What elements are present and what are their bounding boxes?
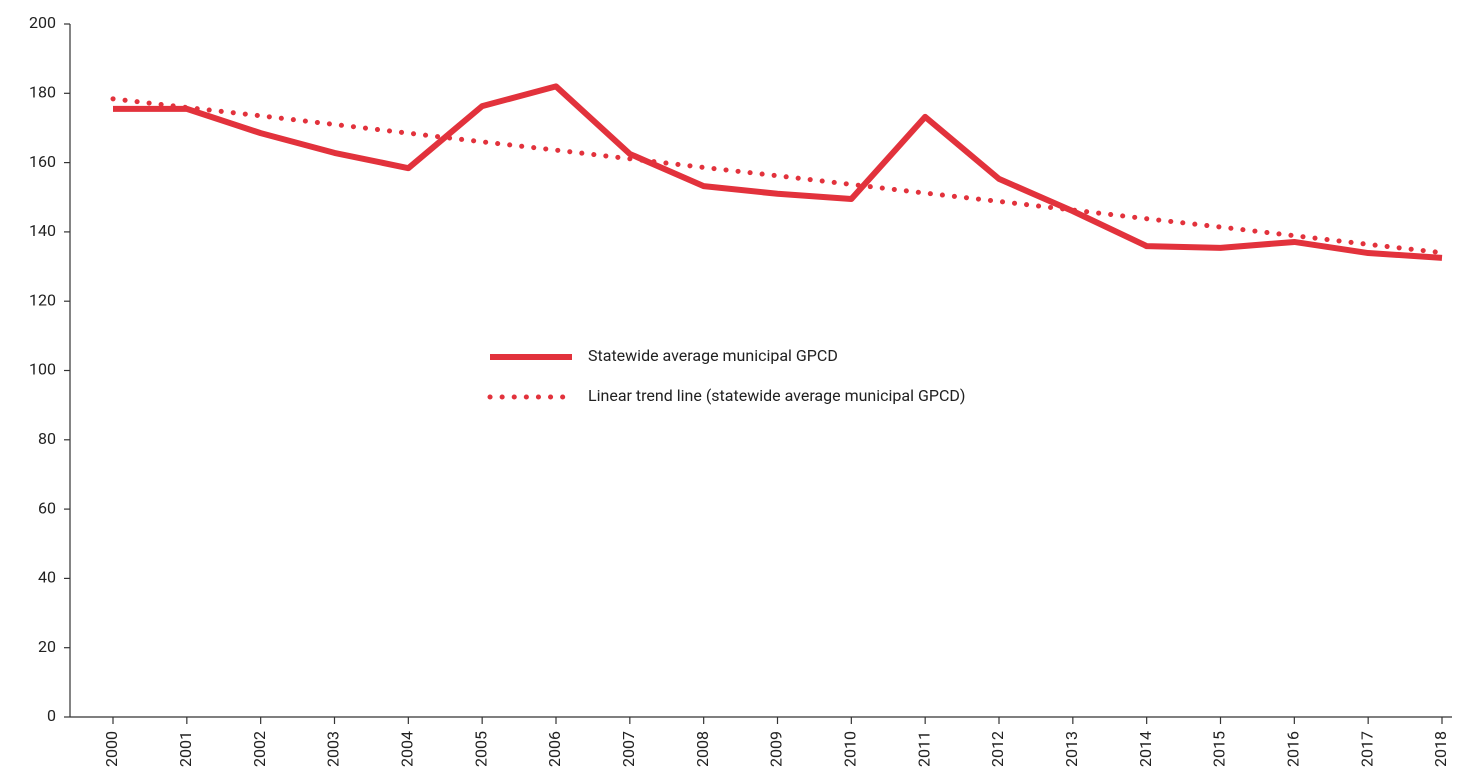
x-tick-label: 2007 [619, 731, 638, 767]
x-tick-label: 2013 [1062, 731, 1081, 767]
legend-label: Statewide average municipal GPCD [588, 346, 838, 365]
x-tick-label: 2018 [1431, 731, 1450, 767]
x-tick-label: 2005 [471, 731, 490, 767]
y-tick-label: 80 [38, 429, 56, 448]
y-tick-label: 120 [29, 290, 56, 309]
y-tick-label: 100 [29, 360, 56, 379]
x-tick-label: 2014 [1136, 731, 1155, 767]
x-tick-label: 2012 [988, 731, 1007, 767]
y-tick-label: 60 [38, 498, 56, 517]
y-tick-label: 200 [29, 13, 56, 32]
x-tick-label: 2001 [176, 731, 195, 767]
x-tick-label: 2004 [398, 731, 417, 767]
legend-label: Linear trend line (statewide average mun… [588, 386, 965, 405]
y-tick-label: 140 [29, 221, 56, 240]
y-tick-label: 160 [29, 152, 56, 171]
x-tick-label: 2000 [102, 731, 121, 767]
series-line [113, 83, 1443, 261]
x-tick-label: 2009 [767, 731, 786, 767]
x-tick-label: 2010 [841, 731, 860, 767]
x-tick-label: 2008 [693, 731, 712, 767]
x-tick-label: 2011 [914, 731, 933, 767]
y-tick-label: 20 [38, 637, 56, 656]
x-tick-label: 2016 [1284, 731, 1303, 767]
x-tick-label: 2015 [1210, 731, 1229, 767]
y-tick-label: 0 [47, 706, 56, 725]
x-tick-label: 2003 [324, 731, 343, 767]
x-tick-label: 2017 [1357, 731, 1376, 767]
series-line [110, 96, 1445, 256]
y-tick-label: 40 [38, 568, 56, 587]
y-tick-label: 180 [29, 83, 56, 102]
x-tick-label: 2006 [545, 731, 564, 767]
x-tick-label: 2002 [250, 731, 269, 767]
